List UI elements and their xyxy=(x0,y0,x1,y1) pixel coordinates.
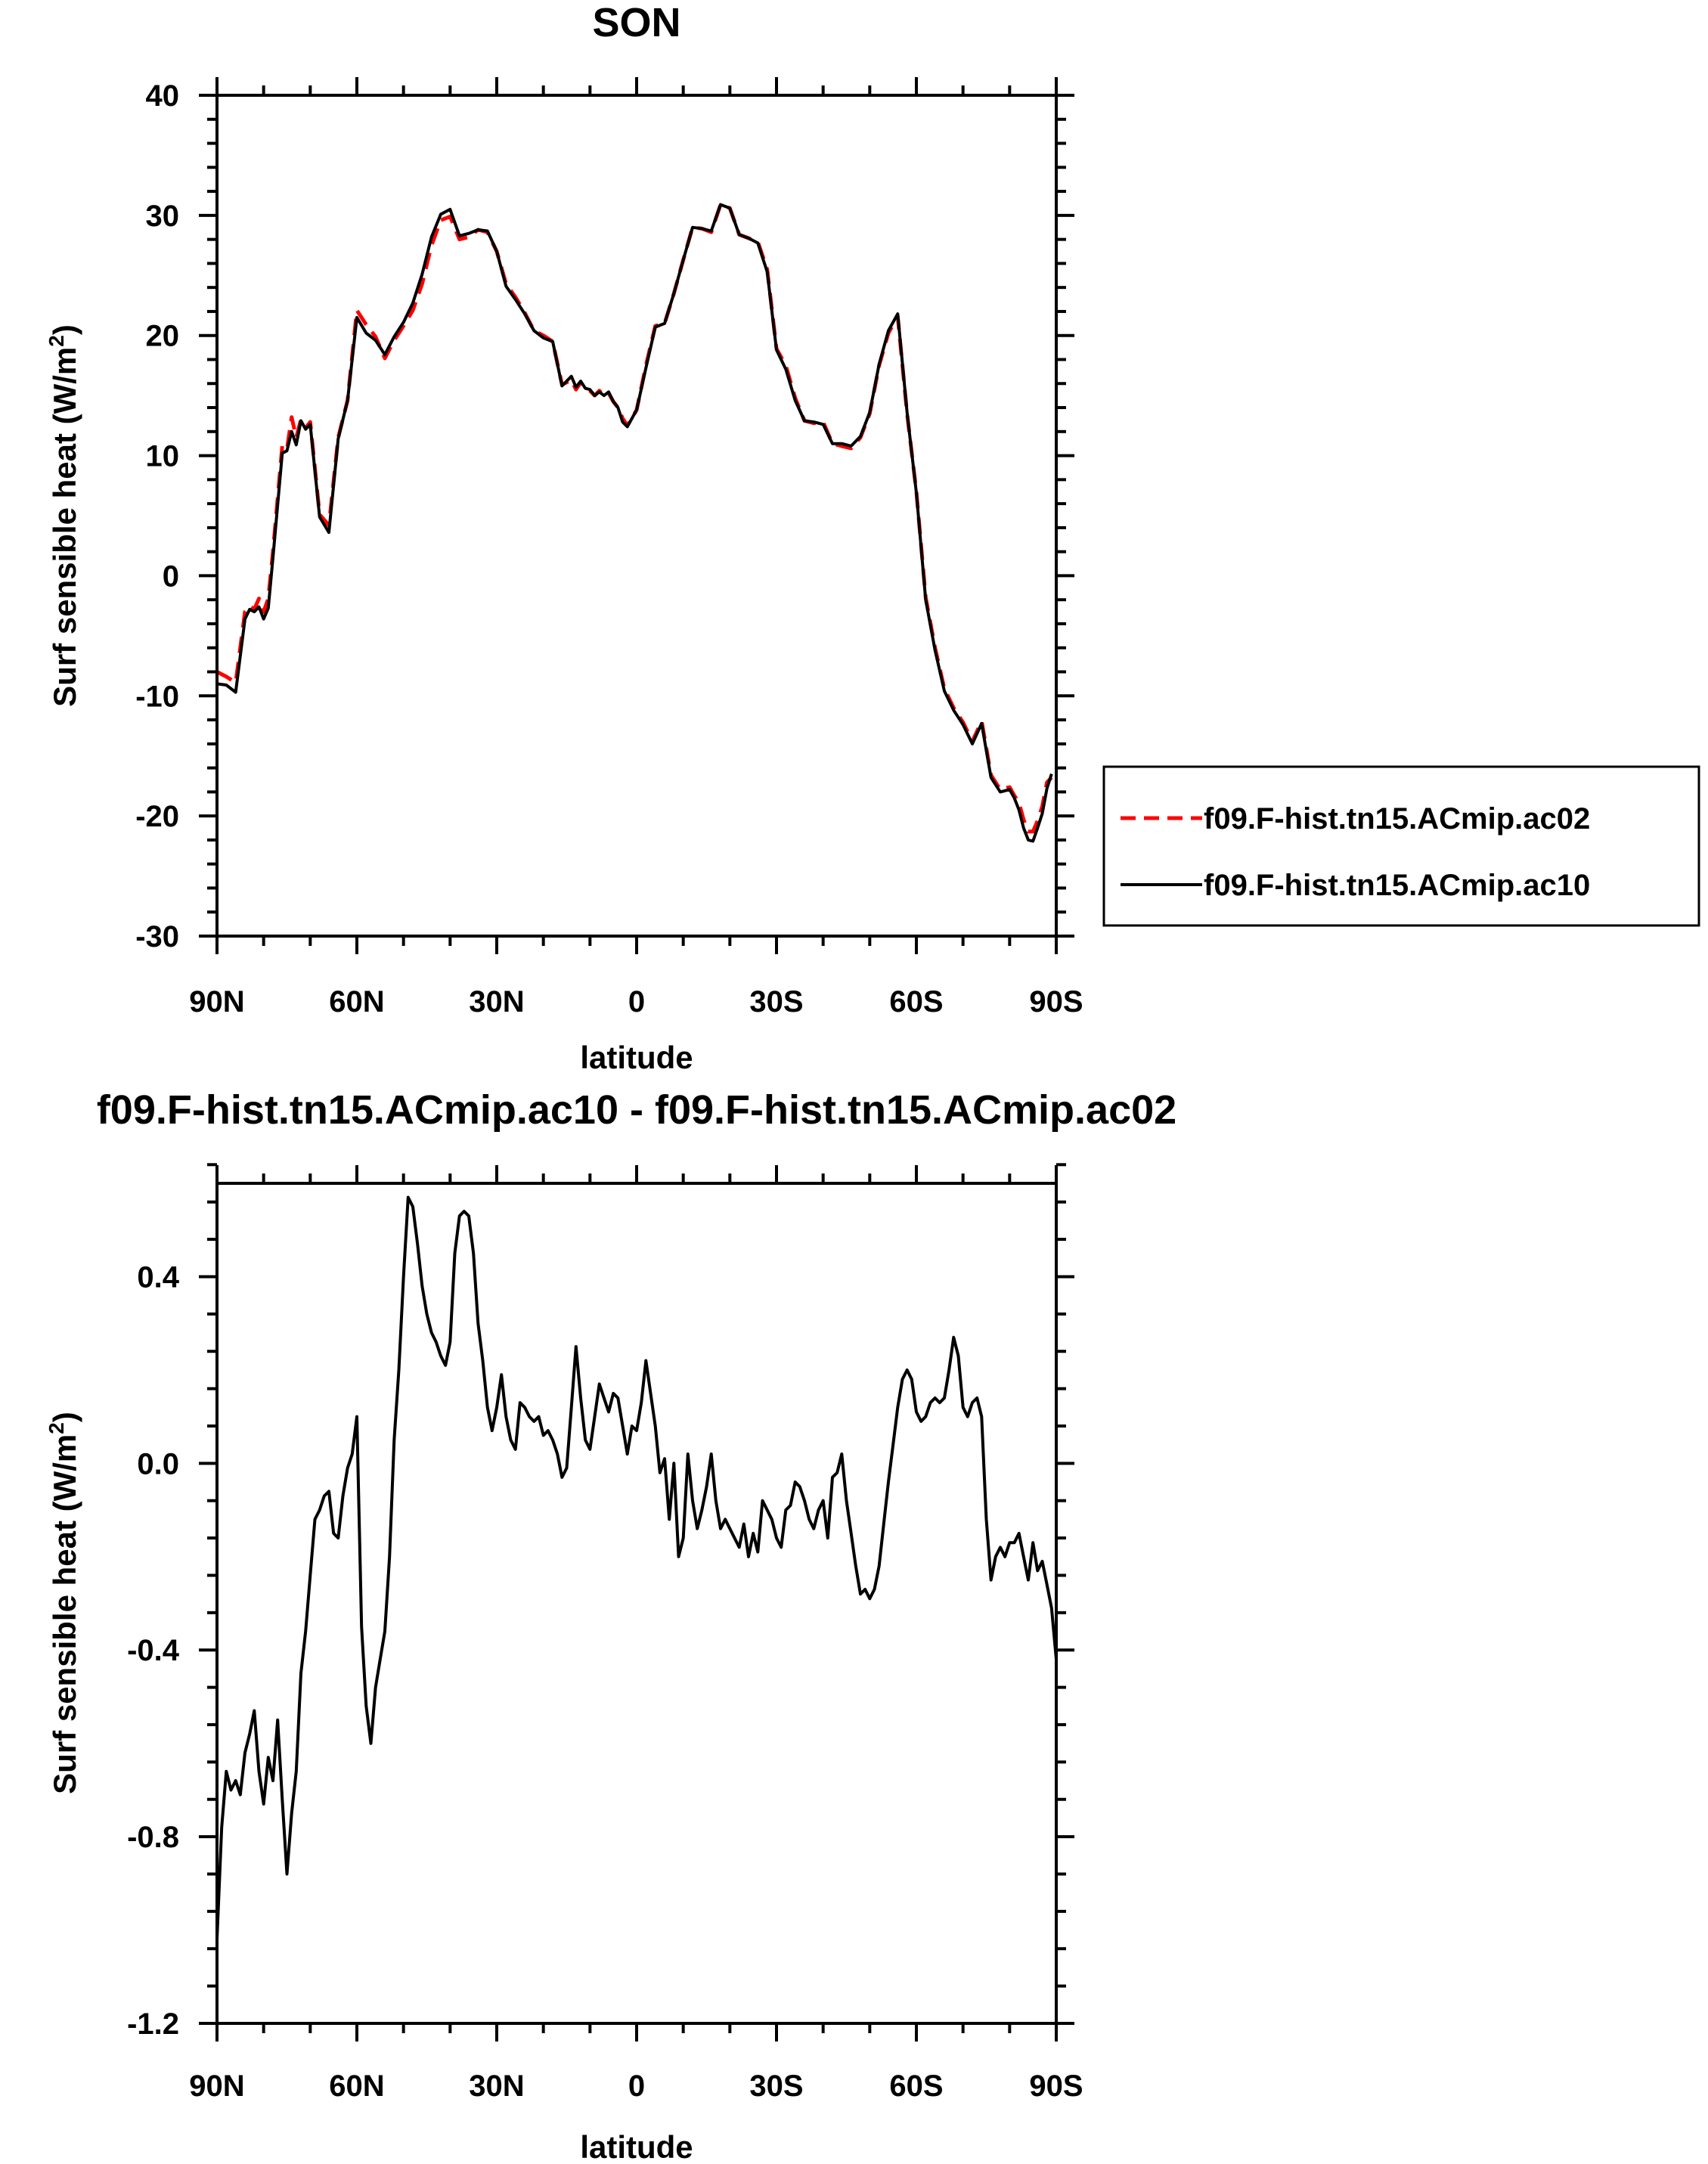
chart-title: f09.F-hist.tn15.ACmip.ac10 - f09.F-hist.… xyxy=(97,1087,1176,1133)
x-axis-label: latitude xyxy=(580,1040,693,1075)
y-tick-label: -0.8 xyxy=(127,1821,179,1854)
chart-panel-1: SON 90N 60N 30N 0 30S 60S 90S -30 -20 -10 0 10 20 30 40… xyxy=(45,0,1700,1075)
y-tick-label: -10 xyxy=(135,680,179,713)
x-tick-label: 90N xyxy=(189,2069,244,2103)
x-tick-label: 60S xyxy=(889,2069,943,2103)
y-tick-label: 20 xyxy=(146,320,180,353)
legend: f09.F-hist.tn15.ACmip.ac02 f09.F-hist.tn1… xyxy=(1102,765,1700,927)
y-axis-label: Surf sensible heat (W/m2) xyxy=(45,324,82,707)
y-tick-label: -30 xyxy=(135,920,179,953)
x-tick-label: 30S xyxy=(749,2069,803,2103)
y-tick-label: 30 xyxy=(146,200,180,233)
legend-label-1: f09.F-hist.tn15.ACmip.ac02 xyxy=(1204,802,1590,836)
x-tick-label: 60N xyxy=(329,985,384,1018)
y-tick-label: 0.4 xyxy=(137,1260,179,1294)
x-tick-label: 60N xyxy=(329,2069,384,2103)
series-line-1 xyxy=(217,1195,1056,1939)
y-tick-label: 40 xyxy=(146,79,180,113)
x-axis-label: latitude xyxy=(580,2129,693,2164)
y-tick-label: 0 xyxy=(163,560,179,593)
y-tick-label: 0.0 xyxy=(137,1447,179,1480)
y-tick-label: -1.2 xyxy=(127,2007,179,2041)
x-tick-label: 60S xyxy=(889,985,943,1018)
x-tick-label: 90N xyxy=(189,985,244,1018)
series-line-2 xyxy=(217,203,1053,843)
y-tick-label: -20 xyxy=(135,800,179,833)
chart-title: SON xyxy=(592,0,680,45)
y-axis-label: Surf sensible heat (W/m2) xyxy=(45,1412,82,1794)
x-tick-label: 0 xyxy=(628,2069,645,2103)
x-tick-label: 30S xyxy=(749,985,803,1018)
x-tick-label: 0 xyxy=(628,985,645,1018)
plot-frame xyxy=(215,94,1058,938)
x-tick-label: 30N xyxy=(469,2069,524,2103)
y-tick-label: 10 xyxy=(146,440,180,473)
plot-frame xyxy=(215,1182,1058,2025)
x-tick-label: 90S xyxy=(1029,2069,1083,2103)
legend-label-2: f09.F-hist.tn15.ACmip.ac10 xyxy=(1204,869,1590,902)
legend-box xyxy=(1102,765,1700,927)
series-line-1 xyxy=(217,203,1053,834)
chart-panel-2: f09.F-hist.tn15.ACmip.ac10 - f09.F-hist.… xyxy=(45,1087,1176,2164)
x-tick-label: 90S xyxy=(1029,985,1083,1018)
y-tick-label: -0.4 xyxy=(127,1634,180,1667)
x-tick-label: 30N xyxy=(469,985,524,1018)
